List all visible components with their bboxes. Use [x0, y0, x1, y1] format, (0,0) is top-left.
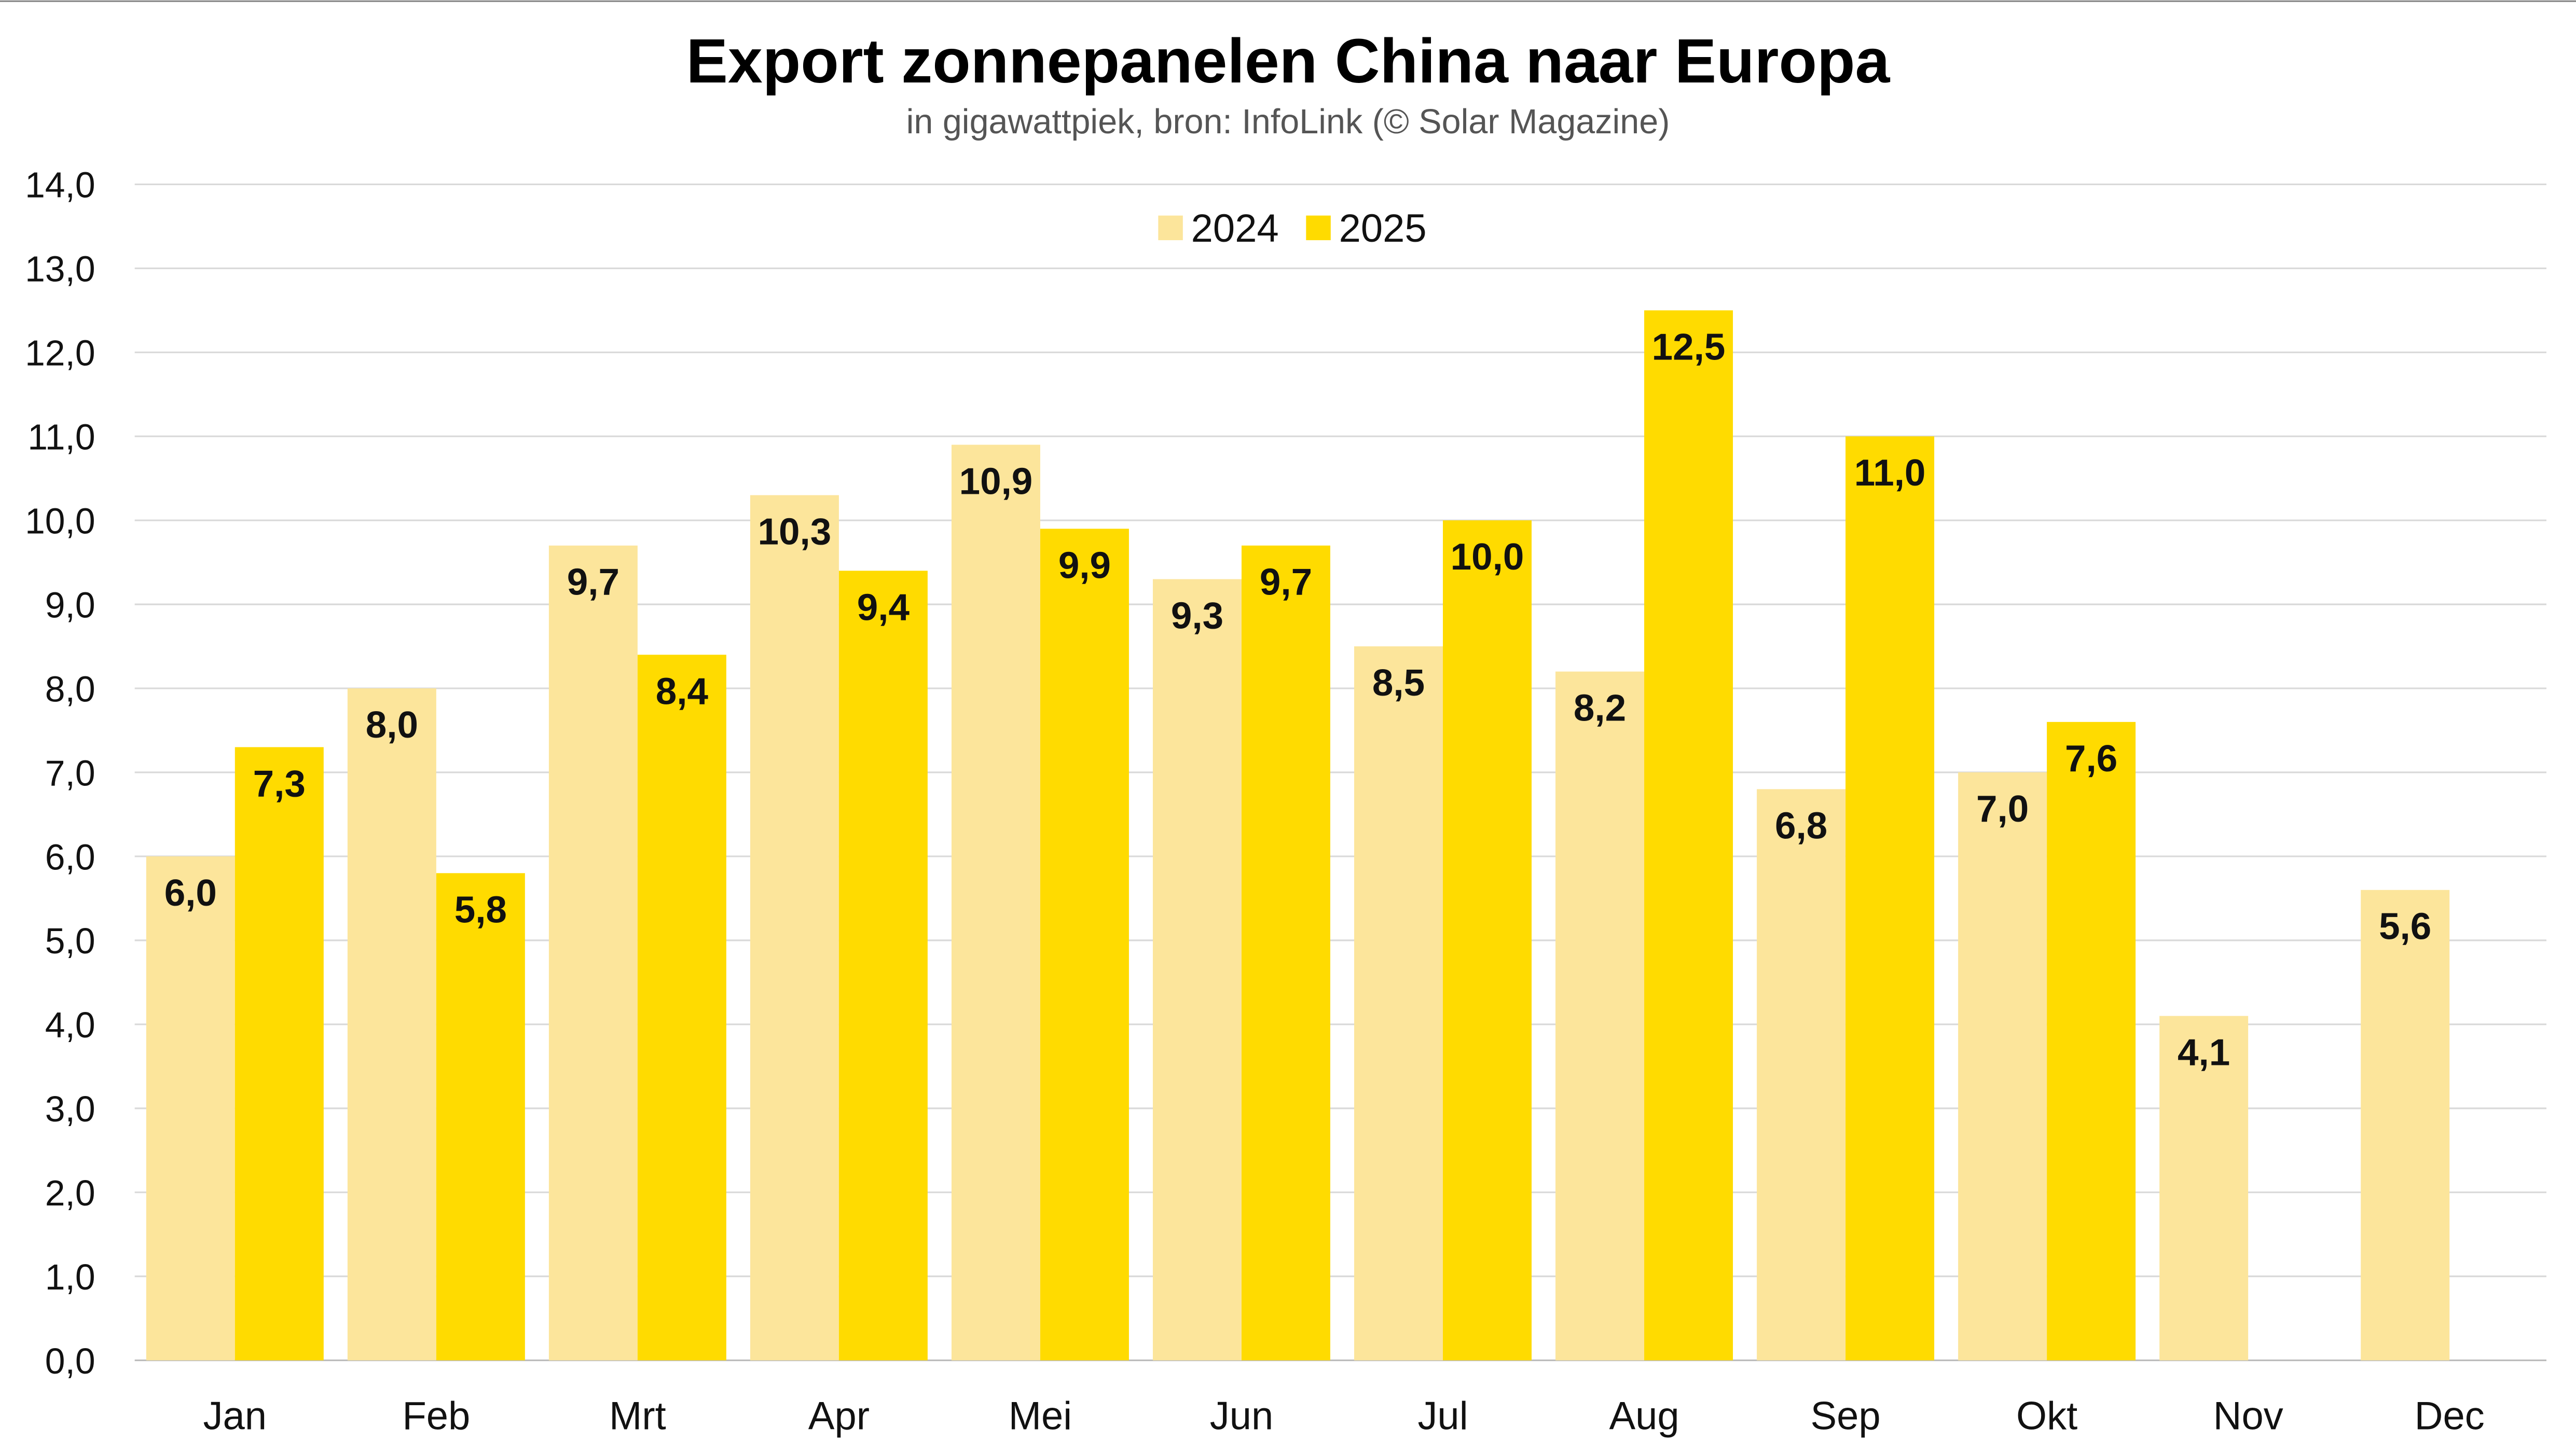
data-label-2025-Mei: 9,9: [1058, 544, 1111, 586]
y-tick-label: 11,0: [27, 417, 95, 457]
gridlines: [134, 183, 2547, 1362]
bar-2025-Jun: [1241, 545, 1330, 1361]
bar-2025-Apr: [838, 571, 928, 1361]
data-label-2025-Sep: 11,0: [1854, 452, 1926, 494]
x-category-label: Jan: [203, 1394, 267, 1438]
data-label-2025-Jul: 10,0: [1451, 536, 1524, 578]
y-tick-label: 8,0: [45, 669, 95, 709]
bar-2024-Jan: [146, 856, 235, 1361]
y-tick-label: 6,0: [45, 837, 95, 877]
x-category-label: Jul: [1417, 1394, 1468, 1438]
data-label-2024-Dec: 5,6: [2379, 906, 2431, 948]
chart-title: Export zonnepanelen China naar Europa: [686, 26, 1891, 96]
data-label-2024-Feb: 8,0: [366, 704, 418, 746]
y-tick-label: 2,0: [45, 1173, 95, 1213]
y-tick-label: 3,0: [45, 1089, 95, 1129]
x-category-label: Dec: [2415, 1394, 2485, 1438]
bar-2024-Jun: [1152, 579, 1242, 1361]
x-category-label: Aug: [1609, 1394, 1679, 1438]
y-tick-label: 12,0: [25, 333, 95, 373]
y-tick-label: 4,0: [45, 1005, 95, 1045]
data-label-2024-Aug: 8,2: [1574, 687, 1626, 729]
x-category-label: Mrt: [609, 1394, 666, 1438]
bar-2024-Aug: [1555, 671, 1645, 1361]
y-tick-label: 1,0: [45, 1257, 95, 1297]
bar-2025-Jan: [235, 747, 324, 1361]
legend-swatch-2024: [1158, 215, 1183, 241]
data-label-2024-Sep: 6,8: [1775, 805, 1827, 847]
data-label-2024-Jun: 9,3: [1171, 595, 1223, 637]
bar-2025-Sep: [1845, 436, 1935, 1361]
chart-subtitle: in gigawattpiek, bron: InfoLink (© Solar…: [906, 103, 1670, 141]
bar-2024-Mrt: [548, 545, 638, 1361]
y-tick-label: 10,0: [25, 501, 95, 542]
data-label-2025-Jan: 7,3: [253, 762, 306, 805]
y-tick-label: 9,0: [45, 585, 95, 625]
legend-label-2024: 2024: [1191, 206, 1279, 251]
x-category-label: Apr: [808, 1394, 870, 1438]
bar-2025-Mrt: [637, 655, 726, 1361]
x-category-label: Jun: [1210, 1394, 1274, 1438]
x-category-label: Sep: [1810, 1394, 1880, 1438]
bar-2025-Okt: [2047, 722, 2136, 1361]
data-label-2024-Nov: 4,1: [2178, 1032, 2230, 1074]
data-label-2025-Okt: 7,6: [2065, 738, 2117, 780]
data-label-2024-Mrt: 9,7: [567, 561, 619, 603]
y-tick-label: 14,0: [25, 165, 95, 205]
bar-2024-Mei: [951, 445, 1040, 1361]
x-category-label: Okt: [2016, 1394, 2077, 1438]
data-label-2024-Jan: 6,0: [164, 872, 217, 914]
bar-2024-Jul: [1354, 646, 1443, 1361]
legend: 2024 2025: [1158, 206, 1427, 251]
data-label-2025-Jun: 9,7: [1260, 561, 1312, 603]
legend-label-2025: 2025: [1339, 206, 1427, 251]
y-tick-label: 0,0: [45, 1341, 95, 1381]
bar-2025-Feb: [436, 873, 525, 1361]
data-label-2025-Aug: 12,5: [1652, 326, 1726, 368]
bar-2025-Aug: [1644, 310, 1733, 1361]
y-tick-label: 7,0: [45, 753, 95, 793]
bar-2025-Mei: [1040, 529, 1129, 1361]
data-label-2024-Jul: 8,5: [1372, 662, 1425, 704]
bar-2024-Nov: [2159, 1016, 2249, 1361]
bar-2024-Apr: [750, 495, 839, 1361]
bar-2025-Jul: [1443, 520, 1532, 1361]
x-axis-categories: Jan Feb Mrt Apr Mei Jun Jul Aug Sep Okt Nov Dec: [203, 1394, 2485, 1438]
data-label-2024-Apr: 10,3: [758, 511, 832, 553]
data-label-2025-Apr: 9,4: [857, 586, 910, 628]
bar-2024-Sep: [1757, 789, 1846, 1361]
data-label-2024-Okt: 7,0: [1976, 788, 2029, 830]
legend-swatch-2025: [1306, 215, 1331, 241]
bar-2024-Feb: [347, 688, 436, 1361]
data-label-2025-Feb: 5,8: [454, 889, 507, 931]
y-axis-ticks: 0,0 1,0 2,0 3,0 4,0 5,0 6,0 7,0 8,0 9,0 10,0 11,0 12…: [25, 165, 95, 1381]
x-category-label: Mei: [1009, 1394, 1072, 1438]
bar-2024-Okt: [1958, 772, 2047, 1361]
bar-2024-Dec: [2361, 890, 2450, 1361]
data-label-2024-Mei: 10,9: [959, 460, 1033, 502]
x-category-label: Nov: [2213, 1394, 2283, 1438]
x-category-label: Feb: [402, 1394, 470, 1438]
data-label-2025-Mrt: 8,4: [656, 670, 709, 712]
bars: 6,0 7,3 8,0 5,8 9,7 8,4 10,3 9,4 10,9 9,9 9,3 9,7 8,…: [146, 310, 2450, 1361]
y-tick-label: 5,0: [45, 921, 95, 961]
y-tick-label: 13,0: [25, 249, 95, 289]
